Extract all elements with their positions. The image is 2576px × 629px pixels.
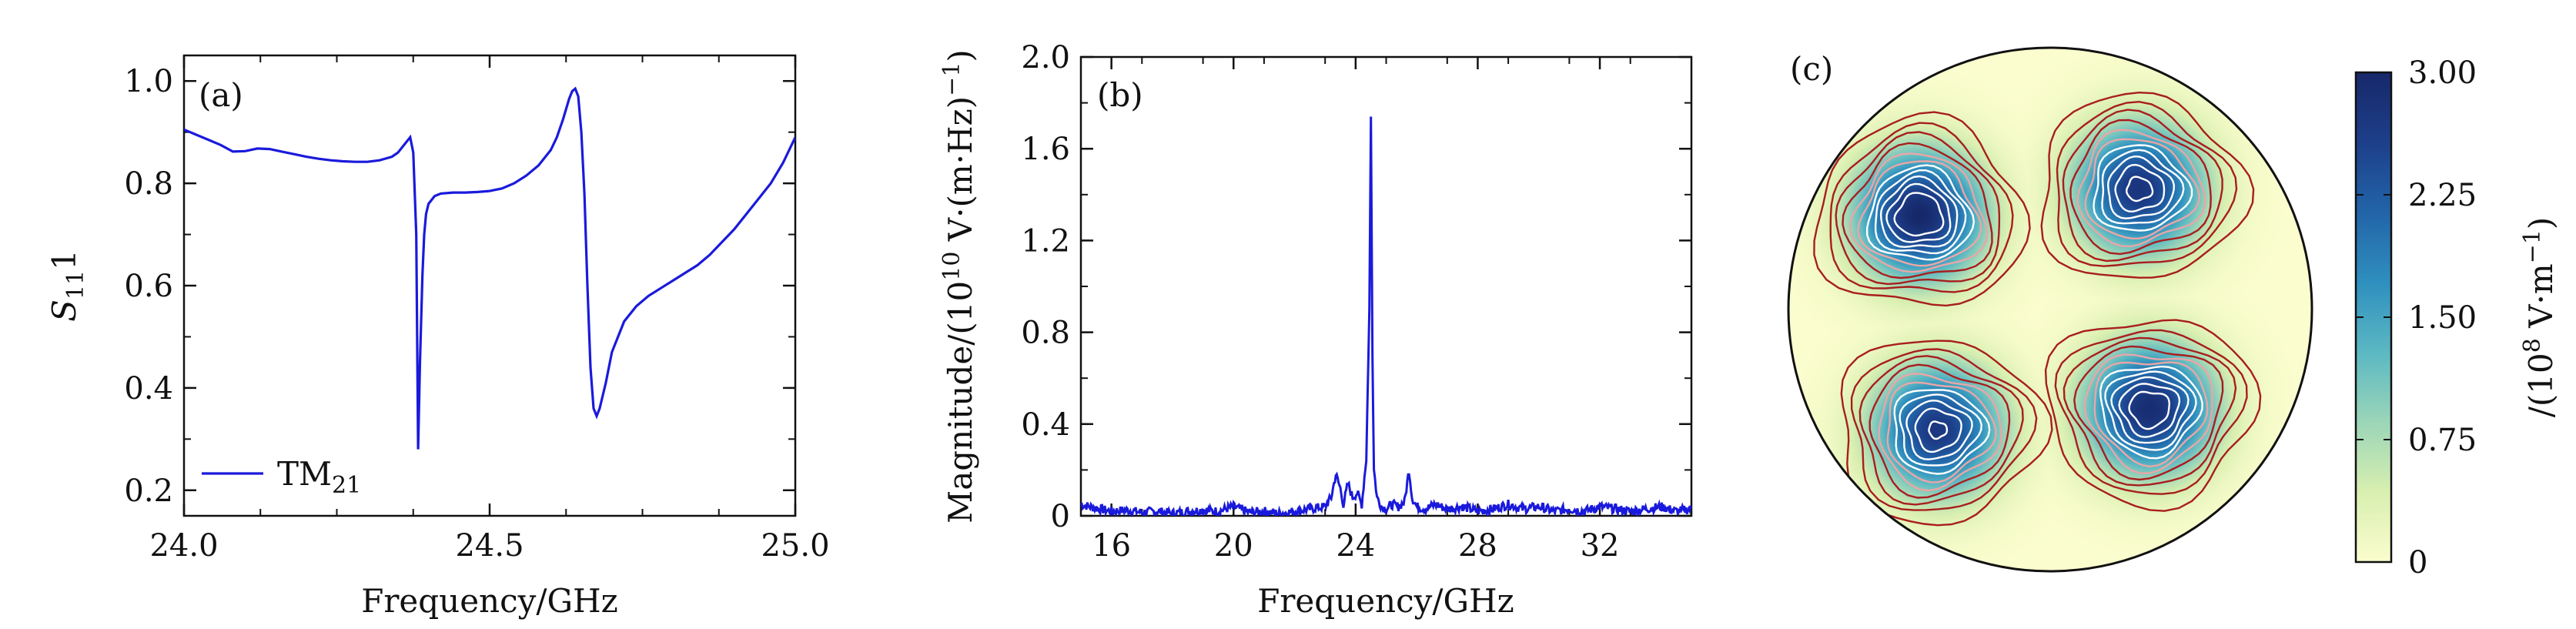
x-tick-label: 28 (1458, 528, 1497, 564)
contour-line (2083, 353, 2213, 474)
contour-line (2069, 119, 2212, 256)
y-tick-label: 1.6 (1021, 132, 1070, 167)
panel-a-x-tick-labels: 24.0 24.5 25.0 (149, 528, 829, 564)
panel-b-axis-ticks (1080, 55, 1692, 517)
panel-a-plot-frame (182, 54, 797, 517)
contour-line (1886, 381, 1997, 483)
panel-a: 24.0 24.5 25.0 0.2 0.4 0.6 0.8 1.0 (a) TM21 Fr… (45, 54, 830, 620)
x-tick-label: 25.0 (761, 528, 829, 564)
contour-line (1829, 122, 2014, 293)
panel-b-x-tick-labels: 16 20 24 28 32 (1092, 528, 1619, 564)
panel-b-x-axis-label: Frequency/GHz (1257, 582, 1514, 620)
contour-line (1874, 169, 1967, 255)
contour-line (1848, 152, 1989, 273)
contour-line (2110, 376, 2190, 444)
contour-line (1905, 399, 1973, 460)
contour-line (1857, 160, 1982, 267)
contour-line (2093, 361, 2209, 468)
x-tick-label: 24 (1336, 528, 1375, 564)
y-tick-label: 0.8 (124, 166, 173, 202)
colorbar-tick-label: 0.75 (2408, 423, 2477, 458)
contour-line (2118, 383, 2181, 438)
x-tick-label: 16 (1092, 528, 1131, 564)
panel-a-axis-ticks (182, 55, 797, 516)
y-tick-label: 0.8 (1021, 316, 1070, 351)
panel-c-colorbar-label: /(108 V·m−1) (2519, 217, 2560, 418)
colorbar-tick-label: 0 (2408, 545, 2427, 580)
contour-line (2073, 345, 2224, 481)
y-tick-label: 0.4 (1021, 407, 1070, 443)
contour-line (1868, 363, 2011, 499)
x-tick-label: 24.0 (149, 528, 218, 564)
contour-line (1893, 192, 1945, 237)
panel-a-x-axis-label: Frequency/GHz (361, 582, 618, 620)
x-tick-label: 32 (1581, 528, 1620, 564)
contour-line (2125, 176, 2154, 202)
contour-line (2093, 144, 2193, 232)
panel-c-label: (c) (1790, 50, 1833, 88)
contour-line (2040, 91, 2255, 279)
panel-b-y-axis-label: Magnitude/(1010 V·(m·Hz)−1) (938, 49, 979, 524)
y-tick-label: 0 (1051, 499, 1070, 534)
panel-c-colorbar-ticks (2356, 72, 2391, 563)
panel-c-contour-lines (1813, 91, 2262, 527)
panel-c-boundary-circle (1787, 46, 2313, 573)
contour-line (2062, 109, 2223, 263)
colorbar-tick-label: 1.50 (2408, 300, 2477, 336)
contour-line (1858, 355, 2024, 506)
panel-a-y-axis-label: S111 (45, 249, 89, 322)
contour-line (1866, 164, 1975, 261)
y-tick-label: 1.0 (124, 64, 173, 99)
y-tick-label: 0.4 (124, 371, 173, 407)
contour-line (1879, 175, 1959, 249)
contour-line (1850, 348, 2038, 511)
panel-a-legend-entry: TM21 (277, 455, 361, 499)
contour-line (1928, 420, 1949, 440)
contour-line (2114, 163, 2166, 213)
colorbar-tick-label: 3.00 (2408, 55, 2477, 91)
panel-c-field-heatmap (1788, 48, 2312, 571)
contour-line (2104, 370, 2197, 451)
contour-line (1899, 393, 1983, 467)
contour-line (2056, 100, 2238, 267)
contour-line (1914, 407, 1962, 453)
contour-line (2054, 329, 2248, 495)
y-tick-label: 1.2 (1021, 223, 1070, 259)
panel-a-series-line-tm21 (184, 86, 795, 450)
panel-c: (c) 0 0.75 1.50 2.25 3.00 /(108 V·m−1) (1787, 46, 2560, 580)
contour-line (1878, 373, 2002, 492)
contour-line (1813, 111, 2031, 307)
contour-line (2084, 138, 2201, 240)
contour-line (2128, 390, 2171, 430)
contour-line (2044, 319, 2262, 512)
panel-b-series-line-spectrum (1081, 116, 1691, 516)
contour-line (2106, 155, 2176, 219)
contour-line (2076, 129, 2206, 248)
contour-line (1840, 340, 2053, 527)
y-tick-label: 2.0 (1021, 40, 1070, 75)
y-tick-label: 0.2 (124, 473, 173, 509)
contour-line (2062, 336, 2237, 487)
contour-line (1835, 131, 2001, 286)
contour-line (1842, 142, 1993, 279)
panel-b: 16 20 24 28 32 0 0.4 0.8 1.2 1.6 2.0 (b) Frequenc… (938, 40, 1693, 620)
panel-c-colorbar-tick-labels: 0 0.75 1.50 2.25 3.00 (2408, 55, 2477, 580)
contour-line (1893, 389, 1991, 475)
x-tick-label: 20 (1214, 528, 1253, 564)
panel-a-label: (a) (199, 76, 243, 114)
x-tick-label: 24.5 (455, 528, 524, 564)
contour-line (2099, 365, 2203, 460)
y-tick-label: 0.6 (124, 269, 173, 304)
colorbar-tick-label: 2.25 (2408, 178, 2477, 213)
contour-line (1885, 182, 1952, 243)
panel-b-label: (b) (1097, 76, 1143, 114)
panel-b-plot-frame (1079, 55, 1693, 517)
panel-b-y-tick-labels: 0 0.4 0.8 1.2 1.6 2.0 (1021, 40, 1070, 534)
panel-a-y-tick-labels: 0.2 0.4 0.6 0.8 1.0 (124, 64, 173, 509)
contour-line (2101, 149, 2185, 225)
